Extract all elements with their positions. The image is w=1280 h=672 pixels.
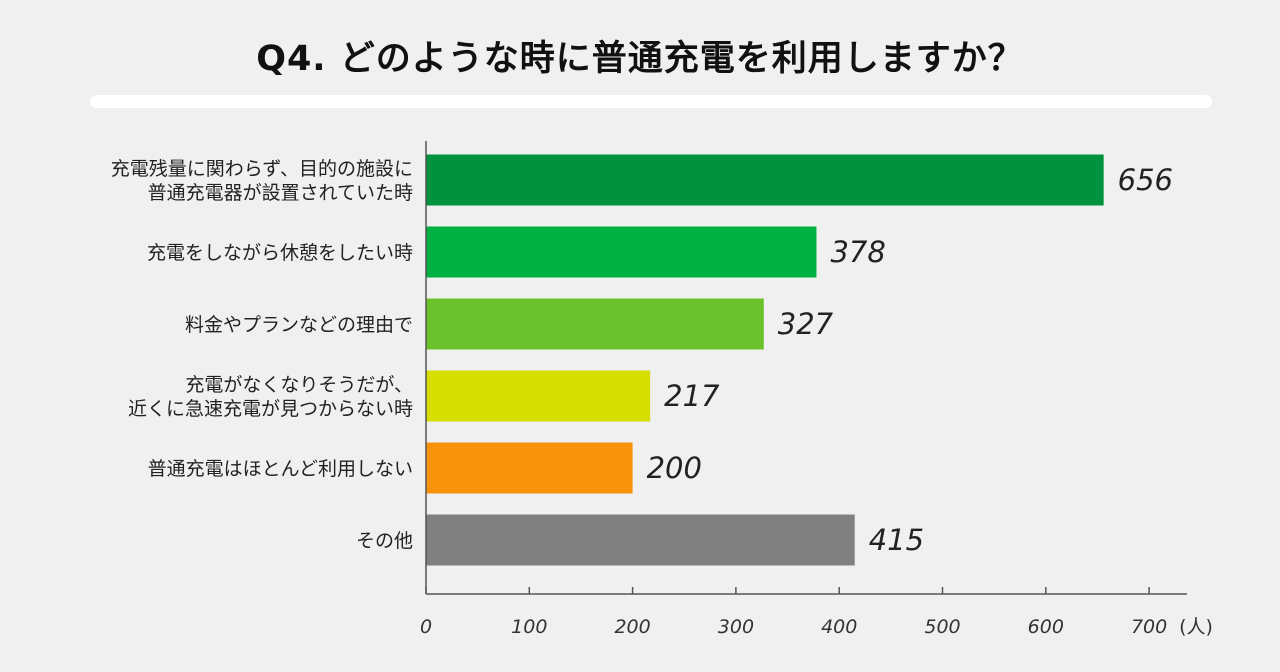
value-label-5: 415 (869, 523, 924, 557)
category-label-2: 料金やプランなどの理由で (185, 314, 413, 336)
value-label-3: 217 (664, 379, 720, 413)
labels-layer: 充電残量に関わらず、目的の施設に普通充電器が設置されていた時 656 充電をしながら… (111, 158, 1213, 638)
x-tick-label-2: 200 (614, 616, 650, 638)
bar-3 (426, 370, 651, 422)
x-axis-unit-label: (人) (1179, 616, 1213, 638)
value-label-4: 200 (647, 451, 702, 485)
x-tick-label-5: 500 (924, 616, 960, 638)
bar-2 (426, 298, 764, 350)
category-label-0: 充電残量に関わらず、目的の施設に普通充電器が設置されていた時 (111, 158, 413, 204)
bar-5 (426, 514, 855, 566)
category-label-3: 充電がなくなりそうだが、近くに急速充電が見つからない時 (128, 374, 413, 420)
x-tick-label-1: 100 (511, 616, 547, 638)
x-tick-label-7: 700 (1131, 616, 1167, 638)
title-underline-bar (90, 95, 1212, 108)
value-label-2: 327 (778, 307, 834, 341)
x-tick-label-0: 0 (420, 616, 432, 638)
x-tick-label-4: 400 (821, 616, 857, 638)
value-label-0: 656 (1118, 163, 1173, 197)
axes-layer (425, 141, 1187, 595)
value-label-1: 378 (830, 235, 885, 269)
bars-layer (426, 154, 1104, 566)
category-label-4: 普通充電はほとんど利用しない (148, 458, 413, 480)
bar-0 (426, 154, 1104, 206)
category-label-5: その他 (356, 530, 413, 552)
bar-4 (426, 442, 633, 494)
x-tick-label-6: 600 (1028, 616, 1064, 638)
x-tick-label-3: 300 (718, 616, 754, 638)
bar-1 (426, 226, 817, 278)
chart-title: Q4. どのような時に普通充電を利用しますか？ (256, 39, 1024, 79)
category-label-1: 充電をしながら休憩をしたい時 (147, 242, 413, 264)
